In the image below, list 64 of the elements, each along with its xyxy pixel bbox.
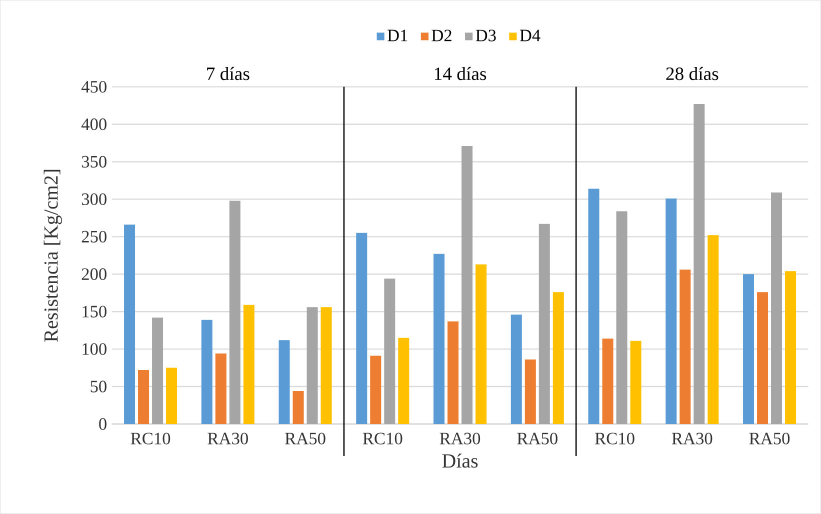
bar: [152, 318, 164, 424]
text: 28 días: [666, 67, 718, 80]
bar: [356, 233, 368, 424]
bar: [138, 370, 150, 424]
bar: [538, 224, 550, 424]
bar: [448, 321, 459, 424]
bar: [320, 307, 332, 424]
bar: [124, 224, 136, 424]
bar: [708, 235, 719, 424]
bar: [476, 264, 487, 424]
x-tick-label: RA30: [208, 432, 248, 445]
y-tick-label: 150: [82, 306, 106, 318]
bar: [292, 391, 304, 424]
x-tick-label: RA30: [440, 432, 480, 445]
y-tick-label: 100: [82, 343, 106, 356]
legend-label: D3: [476, 30, 496, 42]
bar: [680, 270, 691, 424]
bar: [524, 360, 536, 424]
x-tick-label: RA50: [285, 432, 326, 445]
y-tick-label: 50: [90, 380, 106, 392]
bar: [666, 198, 677, 424]
bar: [306, 307, 318, 424]
bar: [785, 271, 796, 424]
x-tick-label: RC10: [130, 432, 170, 445]
x-tick-label: RA50: [749, 432, 790, 445]
y-tick-label: 400: [81, 118, 106, 130]
bar: [616, 211, 628, 424]
bar: [384, 278, 396, 424]
bar: [398, 338, 410, 424]
bar: [370, 356, 382, 424]
bar: [229, 200, 240, 424]
bar: [243, 304, 254, 424]
bar: [757, 292, 768, 424]
bar: [602, 338, 614, 424]
text: 14 días: [434, 67, 486, 80]
y-tick-label: 300: [82, 193, 106, 206]
legend-label: D1: [388, 30, 408, 42]
bar: [201, 320, 212, 424]
bar: [588, 188, 600, 424]
x-tick-label: RC10: [362, 432, 402, 445]
bar: [694, 104, 705, 424]
y-tick-label: 250: [82, 230, 106, 243]
bar: [166, 368, 178, 424]
y-tick-label: 0: [99, 418, 106, 430]
y-tick-label: 450: [81, 81, 106, 93]
text: 7 días: [207, 67, 250, 80]
bar: [771, 192, 782, 424]
legend-label: D4: [520, 30, 540, 42]
bar: [462, 146, 473, 424]
bar: [743, 274, 754, 424]
y-tick-label: 350: [82, 156, 106, 168]
y-axis-title: Resistencia [Kg/cm2]: [44, 170, 62, 342]
bar: [630, 340, 642, 424]
legend-label: D2: [432, 30, 452, 42]
bar: [278, 340, 290, 424]
bar: [552, 292, 564, 424]
x-axis-title: Días: [442, 454, 478, 468]
bar: [434, 254, 445, 424]
y-tick-label: 200: [82, 268, 106, 280]
x-tick-label: RA50: [517, 432, 558, 445]
bar: [510, 314, 522, 424]
bar: [215, 354, 226, 424]
x-tick-label: RA30: [672, 432, 712, 445]
x-tick-label: RC10: [595, 432, 634, 445]
